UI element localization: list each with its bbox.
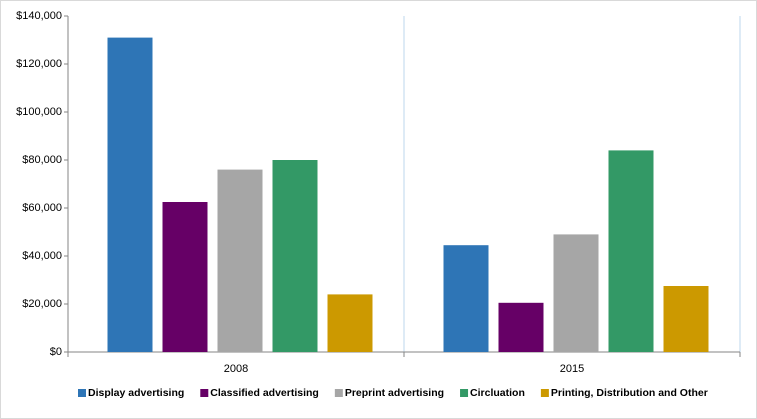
y-tick-label: $100,000 (16, 106, 62, 118)
legend-swatch (334, 389, 343, 397)
legend-label: Printing, Distribution and Other (551, 387, 708, 399)
legend-label: Preprint advertising (345, 387, 444, 399)
x-tick-label: 2015 (560, 363, 584, 375)
legend-label: Classified advertising (210, 387, 319, 399)
bar (608, 150, 654, 352)
legend-swatch (460, 389, 469, 397)
bar (327, 294, 373, 352)
bar (498, 302, 544, 352)
bar (663, 286, 709, 352)
legend-label: Display advertising (88, 387, 184, 399)
legend-label: Circluation (470, 387, 525, 399)
bar (272, 160, 318, 352)
legend-swatch (78, 389, 86, 397)
bar (553, 234, 599, 352)
bar (107, 37, 153, 352)
y-tick-label: $60,000 (22, 202, 62, 214)
y-tick-label: $40,000 (22, 250, 62, 262)
bar (443, 245, 489, 352)
legend-swatch (540, 389, 549, 397)
y-tick-label: $80,000 (22, 154, 62, 166)
y-tick-label: $120,000 (16, 58, 62, 70)
y-tick-label: $20,000 (22, 298, 62, 310)
y-tick-label: $0 (50, 346, 62, 358)
legend-swatch (200, 389, 209, 397)
bar (217, 169, 263, 352)
x-tick-label: 2008 (224, 363, 248, 375)
bar (162, 202, 208, 352)
y-tick-label: $140,000 (16, 10, 62, 22)
